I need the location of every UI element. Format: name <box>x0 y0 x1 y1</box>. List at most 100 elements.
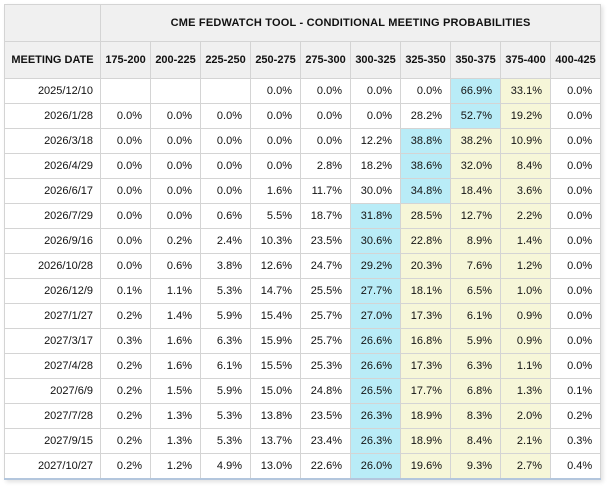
probability-cell: 24.7% <box>300 253 351 279</box>
probability-cell: 25.5% <box>300 278 351 304</box>
probability-cell: 5.3% <box>200 403 251 429</box>
rate-range-header: 275-300 <box>300 41 351 79</box>
probability-cell: 0.0% <box>100 228 151 254</box>
probability-cell: 2.0% <box>500 403 551 429</box>
table-row: 2027/7/28 0.2% 1.3% 5.3% 13.8% 23.5% 26.3% 18.9… <box>4 403 602 429</box>
probability-cell: 18.1% <box>400 278 451 304</box>
probability-cell: 0.3% <box>549 428 602 454</box>
probability-cell: 0.2% <box>100 453 151 479</box>
table-row: 2027/6/9 0.2% 1.5% 5.9% 15.0% 24.8% 26.5% 17.7%… <box>4 378 602 404</box>
probability-cell: 19.2% <box>500 103 551 129</box>
probability-cell: 6.3% <box>200 328 251 354</box>
max-probability-cell: 52.7% <box>450 103 501 129</box>
table-row: 2027/3/17 0.3% 1.6% 6.3% 15.9% 25.7% 26.6% 16.8… <box>4 328 602 354</box>
probability-rows: 2025/12/10 0.0% 0.0% 0.0% 0.0% 66.9% 33.1% 0.0%… <box>4 78 602 479</box>
probability-cell <box>200 78 251 104</box>
probability-cell: 1.1% <box>150 278 201 304</box>
probability-cell: 18.7% <box>300 203 351 229</box>
meeting-date-cell: 2026/10/28 <box>4 253 101 279</box>
probability-cell: 0.6% <box>200 203 251 229</box>
probability-cell: 0.0% <box>549 153 602 179</box>
probability-cell: 25.3% <box>300 353 351 379</box>
meeting-date-cell: 2026/9/16 <box>4 228 101 254</box>
probability-cell: 0.0% <box>100 203 151 229</box>
probability-cell: 0.9% <box>500 303 551 329</box>
probability-cell: 32.0% <box>450 153 501 179</box>
max-probability-cell: 34.8% <box>400 178 451 204</box>
probability-cell: 1.6% <box>250 178 301 204</box>
table-row: 2026/1/28 0.0% 0.0% 0.0% 0.0% 0.0% 0.0% 28.2% 52… <box>4 103 602 129</box>
probability-cell: 0.0% <box>300 128 351 154</box>
probability-cell: 0.0% <box>200 153 251 179</box>
max-probability-cell: 26.0% <box>350 453 401 479</box>
probability-cell: 10.3% <box>250 228 301 254</box>
probability-cell: 24.8% <box>300 378 351 404</box>
rate-range-header: 400-425 <box>549 41 602 79</box>
probability-cell: 6.5% <box>450 278 501 304</box>
title-row: CME FEDWATCH TOOL - CONDITIONAL MEETING … <box>4 4 602 42</box>
probability-cell: 1.3% <box>150 403 201 429</box>
max-probability-cell: 26.6% <box>350 328 401 354</box>
probability-cell: 1.2% <box>150 453 201 479</box>
max-probability-cell: 26.6% <box>350 353 401 379</box>
probability-cell: 10.9% <box>500 128 551 154</box>
meeting-date-cell: 2027/7/28 <box>4 403 101 429</box>
probability-cell: 20.3% <box>400 253 451 279</box>
conditional-meeting-probabilities-table: CME FEDWATCH TOOL - CONDITIONAL MEETING … <box>4 4 602 480</box>
probability-cell: 18.9% <box>400 403 451 429</box>
probability-cell: 23.5% <box>300 403 351 429</box>
probability-cell: 33.1% <box>500 78 551 104</box>
probability-cell: 0.0% <box>150 153 201 179</box>
probability-cell: 6.3% <box>450 353 501 379</box>
table-row: 2027/1/27 0.2% 1.4% 5.9% 15.4% 25.7% 27.0% 17.3… <box>4 303 602 329</box>
meeting-date-cell: 2027/4/28 <box>4 353 101 379</box>
probability-cell: 1.2% <box>500 253 551 279</box>
probability-cell: 0.0% <box>150 103 201 129</box>
probability-cell <box>150 78 201 104</box>
rate-range-header: 325-350 <box>400 41 451 79</box>
meeting-date-cell: 2027/6/9 <box>4 378 101 404</box>
rate-range-header: 300-325 <box>350 41 401 79</box>
meeting-date-cell: 2025/12/10 <box>4 78 101 104</box>
probability-cell: 2.1% <box>500 428 551 454</box>
rate-range-header: 200-225 <box>150 41 201 79</box>
max-probability-cell: 26.5% <box>350 378 401 404</box>
probability-cell <box>100 78 151 104</box>
probability-cell: 0.6% <box>150 253 201 279</box>
probability-cell: 3.6% <box>500 178 551 204</box>
probability-cell: 0.2% <box>150 228 201 254</box>
probability-cell: 0.2% <box>100 403 151 429</box>
table-row: 2025/12/10 0.0% 0.0% 0.0% 0.0% 66.9% 33.1% 0.0% <box>4 78 602 104</box>
probability-cell: 1.0% <box>500 278 551 304</box>
probability-cell: 0.0% <box>150 203 201 229</box>
table-row: 2026/6/17 0.0% 0.0% 0.0% 1.6% 11.7% 30.0% 34.8%… <box>4 178 602 204</box>
probability-cell: 5.5% <box>250 203 301 229</box>
probability-cell: 15.0% <box>250 378 301 404</box>
meeting-date-cell: 2027/9/15 <box>4 428 101 454</box>
probability-cell: 0.0% <box>150 178 201 204</box>
probability-cell: 1.1% <box>500 353 551 379</box>
probability-cell: 8.4% <box>450 428 501 454</box>
probability-cell: 1.6% <box>150 353 201 379</box>
probability-cell: 8.4% <box>500 153 551 179</box>
probability-cell: 0.0% <box>549 78 602 104</box>
probability-cell: 0.0% <box>549 128 602 154</box>
probability-cell: 0.0% <box>200 103 251 129</box>
probability-cell: 1.3% <box>150 428 201 454</box>
probability-cell: 28.5% <box>400 203 451 229</box>
probability-cell: 6.1% <box>450 303 501 329</box>
table-row: 2026/4/29 0.0% 0.0% 0.0% 0.0% 2.8% 18.2% 38.6% 3… <box>4 153 602 179</box>
probability-cell: 19.6% <box>400 453 451 479</box>
meeting-date-cell: 2026/6/17 <box>4 178 101 204</box>
meeting-date-cell: 2027/10/27 <box>4 453 101 479</box>
probability-cell: 12.7% <box>450 203 501 229</box>
probability-cell: 0.0% <box>100 153 151 179</box>
meeting-date-cell: 2026/1/28 <box>4 103 101 129</box>
table-row: 2026/10/28 0.0% 0.6% 3.8% 12.6% 24.7% 29.2% 20.… <box>4 253 602 279</box>
probability-cell: 0.0% <box>549 278 602 304</box>
probability-cell: 0.0% <box>100 128 151 154</box>
probability-cell: 13.7% <box>250 428 301 454</box>
probability-cell: 6.8% <box>450 378 501 404</box>
probability-cell: 3.8% <box>200 253 251 279</box>
